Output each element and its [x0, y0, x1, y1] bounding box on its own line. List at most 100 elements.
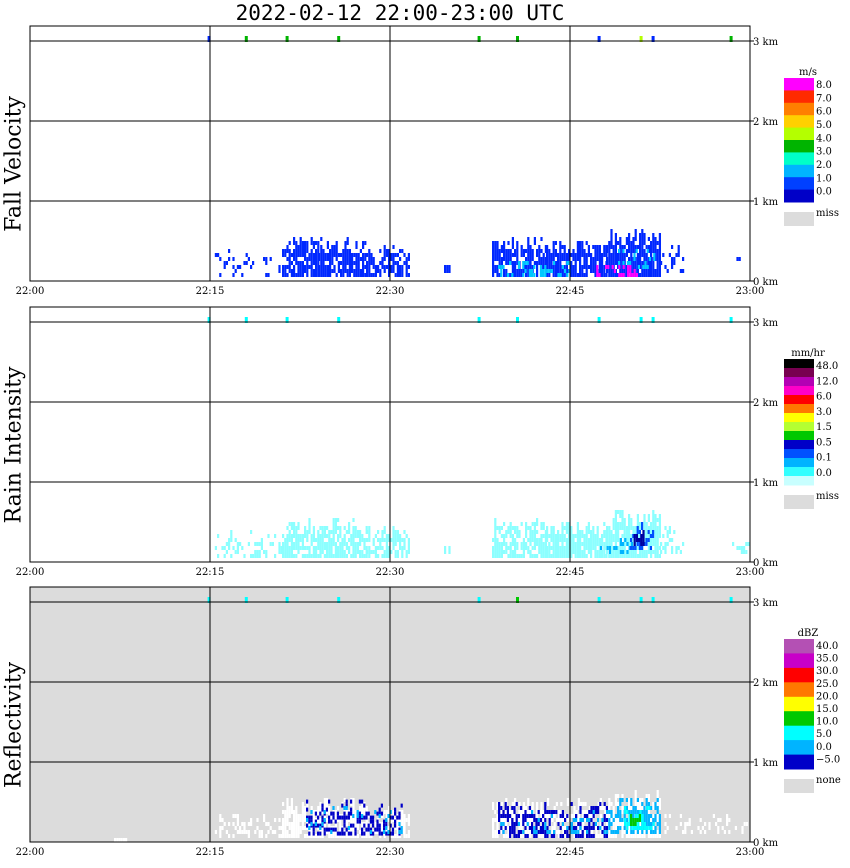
- echo-cell: [265, 822, 268, 826]
- echo-cell: [496, 834, 499, 838]
- echo-cell: [708, 822, 711, 826]
- echo-cell: [546, 830, 549, 834]
- echo-cell: [310, 265, 313, 269]
- top-speckle: [244, 597, 248, 603]
- echo-cell: [538, 834, 541, 838]
- echo-cell: [374, 546, 377, 550]
- echo-cell: [662, 534, 665, 538]
- echo-cell: [498, 546, 501, 550]
- echo-cell: [583, 538, 586, 542]
- echo-cell: [606, 269, 609, 273]
- echo-cell: [570, 826, 573, 830]
- echo-cell: [636, 253, 639, 257]
- echo-cell: [348, 834, 351, 838]
- echo-cell: [554, 253, 557, 257]
- echo-cell: [583, 546, 586, 550]
- echo-cell: [509, 822, 512, 826]
- echo-cell: [492, 826, 495, 830]
- echo-cell: [496, 822, 499, 826]
- echo-cell: [293, 834, 296, 838]
- echo-cell: [574, 257, 577, 261]
- echo-cell: [363, 834, 366, 838]
- echo-cell: [583, 265, 586, 269]
- echo-cell: [531, 538, 534, 542]
- echo-cell: [588, 822, 591, 826]
- echo-cell: [116, 838, 119, 842]
- echo-cell: [531, 546, 534, 550]
- echo-cell: [619, 514, 622, 518]
- echo-cell: [381, 554, 384, 558]
- echo-cell: [388, 550, 391, 554]
- echo-cell: [699, 818, 702, 822]
- echo-cell: [592, 269, 595, 273]
- echo-cell: [743, 546, 746, 550]
- echo-cell: [511, 554, 514, 558]
- echo-cell: [310, 819, 313, 824]
- echo-cell: [295, 542, 298, 546]
- echo-cell: [715, 822, 718, 826]
- echo-cell: [284, 830, 287, 834]
- echo-cell: [559, 826, 562, 830]
- echo-cell: [581, 530, 584, 534]
- echo-cell: [339, 550, 342, 554]
- echo-cell: [396, 554, 399, 558]
- echo-cell: [652, 269, 655, 273]
- echo-cell: [572, 818, 575, 822]
- echo-cell: [675, 253, 678, 257]
- echo-cell: [575, 810, 578, 814]
- echo-cell: [323, 831, 326, 836]
- echo-cell: [304, 269, 307, 273]
- echo-cell: [345, 810, 348, 814]
- echo-cell: [664, 526, 667, 530]
- echo-cell: [329, 261, 332, 265]
- echo-cell: [312, 530, 315, 534]
- echo-cell: [494, 530, 497, 534]
- echo-cell: [379, 834, 382, 838]
- echo-cell: [561, 522, 564, 526]
- echo-cell: [345, 799, 348, 804]
- echo-cell: [376, 811, 379, 816]
- echo-cell: [344, 265, 347, 269]
- echo-cell: [370, 834, 373, 838]
- echo-cell: [524, 818, 527, 822]
- echo-cell: [352, 518, 355, 522]
- echo-cell: [561, 526, 564, 530]
- echo-cell: [364, 253, 367, 257]
- echo-cell: [610, 273, 613, 277]
- echo-cell: [637, 265, 640, 269]
- echo-cell: [585, 257, 588, 261]
- echo-cell: [390, 826, 393, 830]
- echo-cell: [271, 542, 274, 546]
- echo-cell: [525, 830, 528, 834]
- echo-cell: [656, 249, 659, 253]
- echo-cell: [614, 530, 617, 534]
- echo-cell: [736, 546, 739, 550]
- echo-cell: [331, 245, 334, 249]
- echo-cell: [579, 265, 582, 269]
- echo-cell: [588, 830, 591, 834]
- echo-cell: [581, 534, 584, 538]
- echo-cell: [496, 273, 499, 277]
- echo-cell: [533, 546, 536, 550]
- echo-cell: [641, 245, 644, 249]
- echo-cell: [301, 802, 304, 806]
- echo-cell: [376, 823, 379, 828]
- echo-cell: [625, 269, 628, 273]
- echo-cell: [641, 241, 644, 245]
- echo-cell: [370, 273, 373, 277]
- echo-cell: [341, 827, 344, 832]
- echo-cell: [606, 526, 609, 530]
- echo-cell: [639, 237, 642, 241]
- echo-cell: [498, 542, 501, 546]
- echo-cell: [668, 538, 671, 542]
- echo-cell: [348, 249, 351, 253]
- echo-cell: [219, 830, 222, 834]
- echo-cell: [401, 273, 404, 277]
- echo-cell: [641, 818, 644, 822]
- echo-cell: [607, 265, 610, 269]
- echo-cell: [328, 815, 331, 820]
- echo-cell: [643, 241, 646, 245]
- echo-cell: [612, 818, 615, 822]
- echo-cell: [312, 818, 315, 822]
